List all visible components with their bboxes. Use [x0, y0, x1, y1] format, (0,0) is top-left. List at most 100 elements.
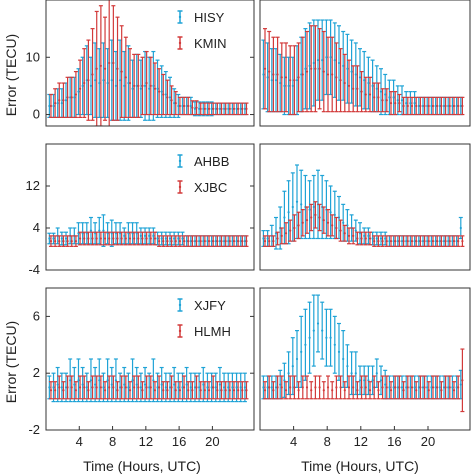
errorbar-hlmh	[152, 381, 157, 400]
errorbar-hisy	[155, 59, 160, 119]
plot-area-middle-right	[261, 164, 465, 250]
errorbar-kmin	[313, 25, 318, 113]
errorbar-hlmh	[98, 375, 103, 400]
errorbar-hlmh	[94, 375, 99, 400]
errorbar-hlmh	[447, 375, 452, 400]
legend-item-xjbc: XJBC	[177, 180, 227, 195]
errorbar-hlmh	[73, 381, 78, 400]
errorbar-xjfy	[68, 358, 73, 403]
errorbar-kmin	[305, 30, 309, 113]
errorbar-xjfy	[226, 372, 231, 403]
errorbar-xjbc	[207, 235, 212, 247]
errorbar-kmin	[271, 36, 276, 113]
errorbar-hlmh	[355, 381, 360, 400]
errorbar-kmin	[190, 100, 195, 116]
errorbar-kmin	[57, 82, 62, 119]
legend-label: HLMH	[194, 324, 231, 339]
errorbar-kmin	[351, 65, 356, 113]
errorbar-ahbb	[163, 231, 168, 246]
errorbar-xjbc	[103, 231, 108, 246]
x-tick-label: 8	[324, 434, 331, 449]
errorbar-hlmh	[267, 375, 272, 400]
plot-area-top-left	[47, 0, 249, 126]
errorbar-kmin	[98, 5, 103, 126]
errorbar-hlmh	[65, 375, 70, 400]
errorbar-xjfy	[176, 372, 181, 403]
errorbar-hlmh	[431, 375, 435, 400]
errorbar-kmin	[426, 96, 431, 116]
errorbar-hlmh	[82, 375, 87, 400]
legend-label: XJFY	[194, 298, 226, 313]
errorbar-xjbc	[128, 231, 132, 246]
errorbar-xjfy	[205, 372, 210, 403]
errorbar-ahbb	[101, 214, 106, 247]
errorbar-hlmh	[330, 381, 335, 400]
errorbar-xjbc	[244, 235, 249, 247]
x-tick-label: 12	[139, 434, 153, 449]
errorbar-kmin	[115, 16, 120, 121]
errorbar-xjfy	[84, 372, 89, 403]
errorbar-kmin	[244, 102, 249, 116]
errorbar-hlmh	[313, 375, 318, 400]
errorbar-hlmh	[456, 375, 461, 400]
errorbar-xjfy	[122, 366, 127, 403]
errorbar-hlmh	[418, 375, 423, 400]
errorbar-kmin	[61, 82, 66, 119]
errorbar-xjfy	[51, 372, 56, 403]
errorbar-kmin	[300, 36, 305, 113]
legend-item-ahbb: AHBB	[177, 154, 229, 169]
errorbar-xjfy	[101, 372, 106, 403]
errorbar-kmin	[165, 79, 170, 116]
errorbar-hisy	[383, 73, 388, 116]
errorbar-hlmh	[177, 381, 182, 400]
panel-middle-right	[259, 143, 471, 271]
errorbar-xjbc	[232, 235, 236, 247]
errorbar-xjbc	[186, 235, 191, 247]
errorbar-xjbc	[326, 209, 330, 237]
errorbar-xjbc	[65, 235, 70, 247]
errorbar-kmin	[182, 96, 187, 116]
errorbar-xjbc	[292, 214, 297, 242]
errorbar-kmin	[103, 16, 108, 121]
errorbar-hlmh	[359, 375, 364, 400]
errorbar-kmin	[410, 96, 414, 116]
errorbar-xjfy	[134, 366, 139, 403]
errorbar-xjfy	[332, 315, 337, 374]
errorbar-kmin	[435, 96, 440, 116]
errorbar-xjfy	[192, 372, 197, 403]
x-axis-label-right: Time (Hours, UTC)	[301, 458, 419, 474]
errorbar-xjfy	[55, 366, 60, 403]
errorbar-hlmh	[198, 381, 203, 400]
errorbar-xjfy	[88, 358, 93, 403]
y-tick-label: 2	[33, 365, 40, 380]
x-tick-label: 4	[76, 434, 83, 449]
errorbar-hisy	[328, 19, 333, 96]
errorbar-hisy	[197, 101, 202, 117]
errorbar-xjbc	[380, 235, 385, 247]
errorbar-xjfy	[324, 308, 329, 367]
x-tick-label: 8	[109, 434, 116, 449]
errorbar-kmin	[211, 102, 216, 116]
errorbar-kmin	[94, 10, 99, 126]
errorbar-hlmh	[334, 375, 339, 400]
plot-area-middle-left	[47, 214, 249, 247]
x-tick-label: 20	[205, 434, 219, 449]
errorbar-hlmh	[161, 381, 166, 400]
errorbar-xjbc	[443, 235, 448, 247]
errorbar-hisy	[201, 101, 206, 117]
errorbar-xjbc	[418, 235, 423, 247]
errorbar-hlmh	[376, 381, 381, 400]
errorbar-kmin	[128, 48, 132, 119]
legend-label: HISY	[194, 10, 225, 25]
errorbar-xjbc	[223, 235, 228, 247]
errorbar-xjbc	[431, 235, 435, 247]
errorbar-xjbc	[144, 231, 149, 246]
errorbar-hisy	[143, 50, 148, 121]
errorbar-hlmh	[144, 375, 149, 400]
errorbar-xjbc	[447, 235, 452, 247]
errorbar-hlmh	[263, 381, 267, 400]
errorbar-xjfy	[358, 365, 362, 396]
errorbar-xjfy	[151, 358, 156, 403]
errorbar-hlmh	[57, 375, 62, 400]
errorbar-xjbc	[317, 203, 322, 232]
